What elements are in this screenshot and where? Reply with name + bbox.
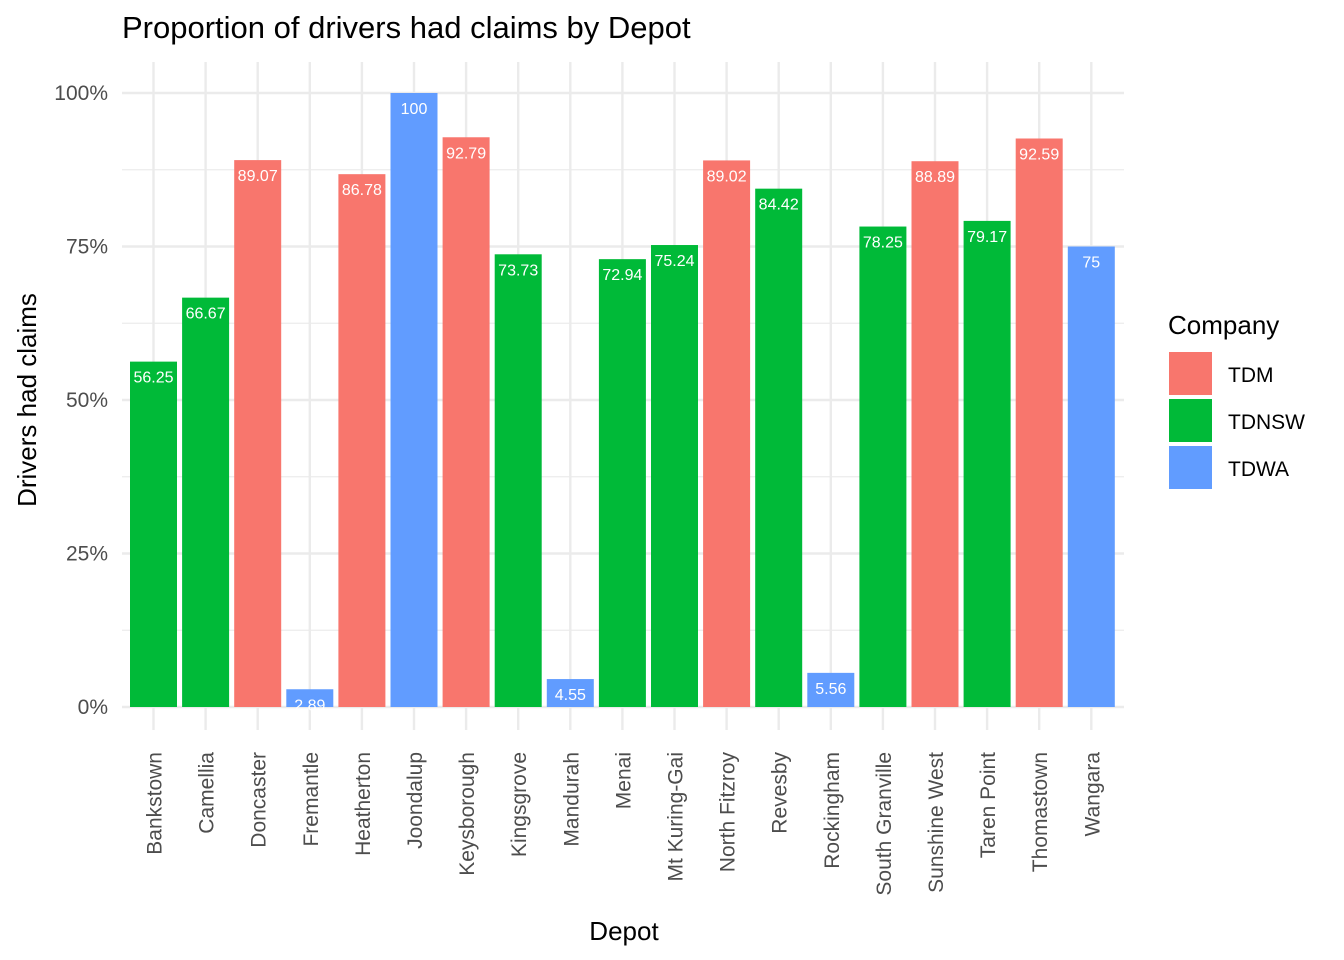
bar: [338, 174, 386, 708]
y-tick-label: 50%: [66, 389, 108, 412]
bar-value-label: 89.02: [707, 168, 747, 185]
y-tick-label: 0%: [78, 696, 108, 719]
bar: [911, 161, 959, 707]
x-tick-label: Mandurah: [560, 752, 583, 847]
x-tick-label: South Granville: [873, 752, 896, 896]
legend-label: TDNSW: [1228, 411, 1305, 434]
bar-value-label: 72.94: [602, 267, 642, 284]
x-tick-label: Wangara: [1081, 752, 1104, 837]
x-tick-label: Joondalup: [404, 752, 427, 849]
bar-value-label: 84.42: [759, 197, 799, 214]
bar-value-label: 5.56: [815, 681, 846, 698]
bar: [651, 245, 698, 707]
bar: [1067, 246, 1115, 707]
bar-value-label: 86.78: [342, 182, 382, 199]
chart-title: Proportion of drivers had claims by Depo…: [122, 10, 691, 45]
legend: Company TDM TDNSW TDWA: [1168, 310, 1305, 489]
legend-title: Company: [1168, 310, 1279, 340]
bar-value-label: 92.59: [1019, 146, 1059, 163]
bar: [598, 259, 646, 707]
x-tick-label: Heatherton: [352, 752, 375, 856]
x-tick-label: Kingsgrove: [508, 752, 531, 857]
x-tick-label: Taren Point: [977, 752, 1000, 858]
legend-swatch: [1169, 352, 1212, 395]
bar-value-label: 56.25: [133, 370, 173, 387]
bar-labels: 56.25 66.67 89.07 2.89 86.78 100 92.79 73.73 4.5…: [133, 101, 1100, 714]
bar-value-label: 75.24: [654, 253, 694, 270]
bar: [546, 679, 594, 707]
bar-value-label: 2.89: [294, 697, 325, 714]
legend-swatch: [1169, 446, 1212, 489]
bar-value-label: 92.79: [446, 145, 486, 162]
bar: [703, 160, 751, 707]
y-tick-label: 25%: [66, 543, 108, 566]
x-tick-label: Bankstown: [144, 752, 167, 855]
bar-value-label: 66.67: [186, 306, 226, 323]
legend-label: TDM: [1228, 364, 1274, 387]
bar: [442, 137, 490, 707]
x-axis-title: Depot: [589, 916, 659, 946]
y-axis-ticks: 0% 25% 50% 75% 100%: [54, 82, 108, 719]
bar: [286, 689, 334, 707]
x-tick-label: Keysborough: [456, 752, 479, 876]
bar: [755, 188, 803, 707]
bar-value-label: 88.89: [915, 169, 955, 186]
bar-value-label: 73.73: [498, 262, 538, 279]
bar-value-label: 89.07: [238, 168, 278, 185]
y-tick-label: 100%: [54, 82, 108, 105]
bar: [234, 160, 282, 707]
x-tick-label: Camellia: [196, 752, 219, 834]
bar: [859, 226, 907, 708]
x-tick-label: North Fitzroy: [717, 752, 740, 873]
bar: [130, 361, 177, 707]
x-tick-label: Menai: [612, 752, 635, 809]
x-tick-label: Thomastown: [1029, 752, 1052, 872]
x-tick-label: Rockingham: [821, 752, 844, 869]
x-tick-label: Fremantle: [300, 752, 323, 847]
bar: [1015, 138, 1063, 707]
x-tick-label: Revesby: [769, 752, 792, 834]
y-axis-title: Drivers had claims: [12, 293, 42, 507]
bars: [130, 93, 1115, 708]
bar-value-label: 4.55: [555, 687, 586, 704]
bar: [807, 672, 855, 707]
legend-label: TDWA: [1228, 458, 1289, 481]
bar: [390, 93, 438, 707]
bar-value-label: 79.17: [967, 229, 1007, 246]
x-tick-label: Doncaster: [248, 752, 271, 848]
bar: [494, 254, 542, 708]
legend-swatch: [1169, 399, 1212, 442]
bar-value-label: 100: [401, 101, 428, 118]
x-axis-ticks: Bankstown Camellia Doncaster Fremantle Heath…: [144, 752, 1105, 896]
bar: [963, 220, 1011, 708]
y-tick-label: 75%: [66, 236, 108, 259]
x-tick-label: Mt Kuring-Gai: [665, 752, 688, 882]
bar-value-label: 75: [1082, 255, 1100, 272]
x-tick-label: Sunshine West: [925, 752, 948, 893]
bar: [182, 297, 230, 707]
bar-value-label: 78.25: [863, 235, 903, 252]
